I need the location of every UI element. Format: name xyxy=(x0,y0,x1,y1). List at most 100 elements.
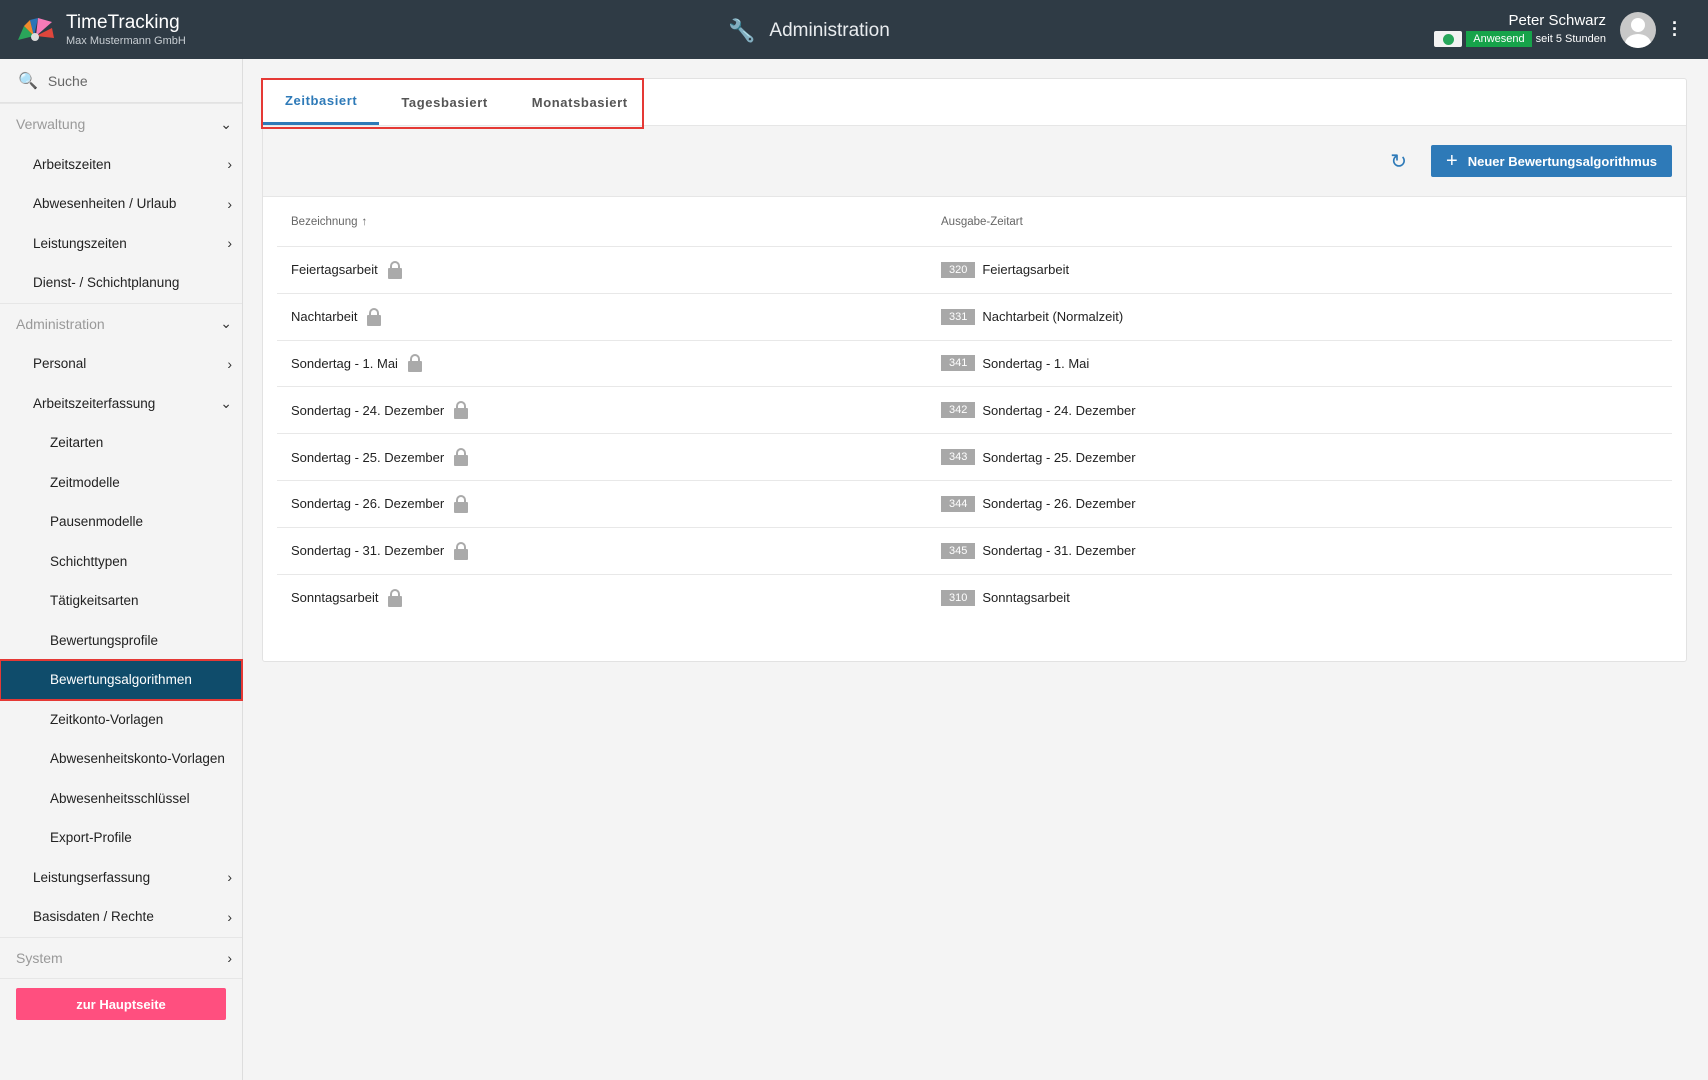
refresh-icon[interactable]: ↻ xyxy=(1390,150,1408,173)
cell-zeitart: 331 Nachtarbeit (Normalzeit) xyxy=(941,308,1123,325)
cell-bezeichnung: Sondertag - 31. Dezember xyxy=(291,541,941,560)
table-row[interactable]: Sondertag - 25. Dezember 343 Sondertag - … xyxy=(277,434,1672,481)
zeitart-code-badge: 344 xyxy=(941,495,976,512)
zeitart-code-badge: 341 xyxy=(941,355,976,372)
zeitart-code-badge: 320 xyxy=(941,261,976,278)
new-algorithm-button[interactable]: + Neuer Bewertungsalgorithmus xyxy=(1431,145,1672,177)
item-label: Bewertungsalgorithmen xyxy=(50,672,192,688)
row-name: Sondertag - 25. Dezember xyxy=(291,449,445,465)
lock-icon xyxy=(367,307,382,326)
sidebar-item-leistungszeiten[interactable]: Leistungszeiten › xyxy=(0,224,242,264)
app-name: TimeTracking xyxy=(66,12,180,33)
section-verwaltung[interactable]: Verwaltung ⌄ xyxy=(0,103,242,145)
item-label: Arbeitszeiten xyxy=(33,156,112,172)
column-bezeichnung[interactable]: Bezeichnung ↑ xyxy=(291,216,941,228)
tab-tagesbasiert[interactable]: Tagesbasiert xyxy=(401,94,488,110)
lock-icon xyxy=(388,588,403,607)
sidebar-subitem[interactable]: Export-Profile xyxy=(0,818,242,858)
search-icon: 🔍 xyxy=(18,72,38,90)
lock-icon xyxy=(454,541,469,560)
tab-monatsbasiert[interactable]: Monatsbasiert xyxy=(531,94,628,110)
home-button[interactable]: zur Hauptseite xyxy=(16,988,226,1020)
plus-icon: + xyxy=(1446,149,1458,172)
user-name[interactable]: Peter Schwarz xyxy=(1508,12,1606,29)
sidebar-item-abwesenheiten[interactable]: Abwesenheiten / Urlaub › xyxy=(0,184,242,224)
zeitart-code-badge: 342 xyxy=(941,402,976,419)
status-duration: seit 5 Stunden xyxy=(1535,33,1606,45)
toolbar: ↻ + Neuer Bewertungsalgorithmus xyxy=(263,126,1686,197)
sidebar-subitem[interactable]: Bewertungsprofile xyxy=(0,621,242,661)
zeitart-name: Sondertag - 25. Dezember xyxy=(982,449,1136,465)
avatar[interactable] xyxy=(1620,12,1656,48)
lock-icon xyxy=(387,260,402,279)
table-row[interactable]: Sondertag - 26. Dezember 344 Sondertag - … xyxy=(277,481,1672,528)
sidebar-item-personal[interactable]: Personal › xyxy=(0,344,242,384)
cell-zeitart: 320 Feiertagsarbeit xyxy=(941,261,1070,278)
section-administration[interactable]: Administration ⌄ xyxy=(0,302,242,345)
item-label: Abwesenheitsschlüssel xyxy=(50,790,190,806)
status-badge: Anwesend xyxy=(1466,31,1532,47)
item-label: Abwesenheiten / Urlaub xyxy=(33,196,177,212)
chevron-right-icon: › xyxy=(227,355,232,372)
cell-zeitart: 344 Sondertag - 26. Dezember xyxy=(941,495,1136,512)
zeitart-code-badge: 310 xyxy=(941,589,976,606)
sidebar-subitem[interactable]: Zeitarten xyxy=(0,423,242,463)
tab-bar: Zeitbasiert Tagesbasiert Monatsbasiert xyxy=(261,78,1686,129)
item-label: Export-Profile xyxy=(50,830,132,846)
item-label: Personal xyxy=(33,356,87,372)
sidebar-subitem[interactable]: Zeitkonto-Vorlagen xyxy=(0,700,242,740)
company-name: Max Mustermann GmbH xyxy=(66,35,186,47)
sidebar-item-arbeitszeiterfassung[interactable]: Arbeitszeiterfassung ⌄ xyxy=(0,384,242,424)
table-row[interactable]: Sonntagsarbeit 310 Sonntagsarbeit xyxy=(277,575,1672,622)
tab-zeitbasiert[interactable]: Zeitbasiert xyxy=(263,79,380,125)
row-name: Feiertagsarbeit xyxy=(291,262,378,278)
cell-zeitart: 345 Sondertag - 31. Dezember xyxy=(941,542,1136,559)
section-label: Verwaltung xyxy=(16,116,86,133)
presence-status: Anwesend seit 5 Stunden xyxy=(1434,31,1606,47)
sidebar-item-dienstplanung[interactable]: Dienst- / Schichtplanung xyxy=(0,263,242,303)
zeitart-code-badge: 343 xyxy=(941,449,976,466)
item-label: Arbeitszeiterfassung xyxy=(33,395,156,411)
zeitart-name: Feiertagsarbeit xyxy=(982,262,1070,278)
cell-zeitart: 341 Sondertag - 1. Mai xyxy=(941,355,1089,372)
section-label: System xyxy=(16,949,63,966)
sidebar-subitem[interactable]: Bewertungsalgorithmen xyxy=(0,659,243,701)
sidebar-search[interactable]: 🔍 Suche xyxy=(0,59,242,103)
chevron-right-icon: › xyxy=(227,908,232,925)
column-ausgabe-zeitart[interactable]: Ausgabe-Zeitart xyxy=(941,215,1023,228)
row-name: Sondertag - 26. Dezember xyxy=(291,496,445,512)
item-label: Abwesenheitskonto-Vorlagen xyxy=(50,751,225,767)
item-label: Zeitkonto-Vorlagen xyxy=(50,711,164,727)
more-menu-icon[interactable]: · · · xyxy=(1672,13,1678,45)
table-row[interactable]: Nachtarbeit 331 Nachtarbeit (Normalzeit) xyxy=(277,294,1672,341)
sidebar: 🔍 Suche Verwaltung ⌄ Arbeitszeiten › Abwes… xyxy=(0,59,243,1080)
cell-bezeichnung: Sondertag - 26. Dezember xyxy=(291,494,941,513)
check-icon[interactable] xyxy=(1434,31,1463,47)
sidebar-subitem[interactable]: Abwesenheitskonto-Vorlagen xyxy=(0,739,242,779)
table-row[interactable]: Sondertag - 31. Dezember 345 Sondertag - … xyxy=(277,528,1672,575)
table-row[interactable]: Sondertag - 1. Mai 341 Sondertag - 1. Mai xyxy=(277,341,1672,388)
cell-bezeichnung: Sondertag - 24. Dezember xyxy=(291,401,941,420)
chevron-right-icon: › xyxy=(227,195,232,212)
row-name: Nachtarbeit xyxy=(291,309,358,325)
row-name: Sondertag - 24. Dezember xyxy=(291,402,445,418)
section-system[interactable]: System › xyxy=(0,936,242,979)
sidebar-item-arbeitszeiten[interactable]: Arbeitszeiten › xyxy=(0,145,242,185)
item-label: Pausenmodelle xyxy=(50,514,144,530)
sidebar-subitem[interactable]: Zeitmodelle xyxy=(0,463,242,503)
item-label: Schichttypen xyxy=(50,553,128,569)
sidebar-item-leistungserfassung[interactable]: Leistungserfassung › xyxy=(0,858,242,898)
table-row[interactable]: Sondertag - 24. Dezember 342 Sondertag - … xyxy=(277,387,1672,435)
sidebar-subitem[interactable]: Tätigkeitsarten xyxy=(0,581,242,621)
sidebar-item-basisdaten[interactable]: Basisdaten / Rechte › xyxy=(0,897,242,937)
sidebar-subitem[interactable]: Schichttypen xyxy=(0,542,242,582)
chevron-down-icon: ⌄ xyxy=(220,315,232,332)
page-title-text: Administration xyxy=(769,20,890,41)
table-row[interactable]: Feiertagsarbeit 320 Feiertagsarbeit xyxy=(277,247,1672,294)
content-card: Zeitbasiert Tagesbasiert Monatsbasiert ↻… xyxy=(261,78,1687,662)
cell-zeitart: 343 Sondertag - 25. Dezember xyxy=(941,449,1136,466)
sidebar-subitem[interactable]: Abwesenheitsschlüssel xyxy=(0,779,242,819)
zeitart-name: Sondertag - 31. Dezember xyxy=(982,543,1136,559)
sidebar-subitem[interactable]: Pausenmodelle xyxy=(0,502,242,542)
item-label: Basisdaten / Rechte xyxy=(33,909,154,925)
